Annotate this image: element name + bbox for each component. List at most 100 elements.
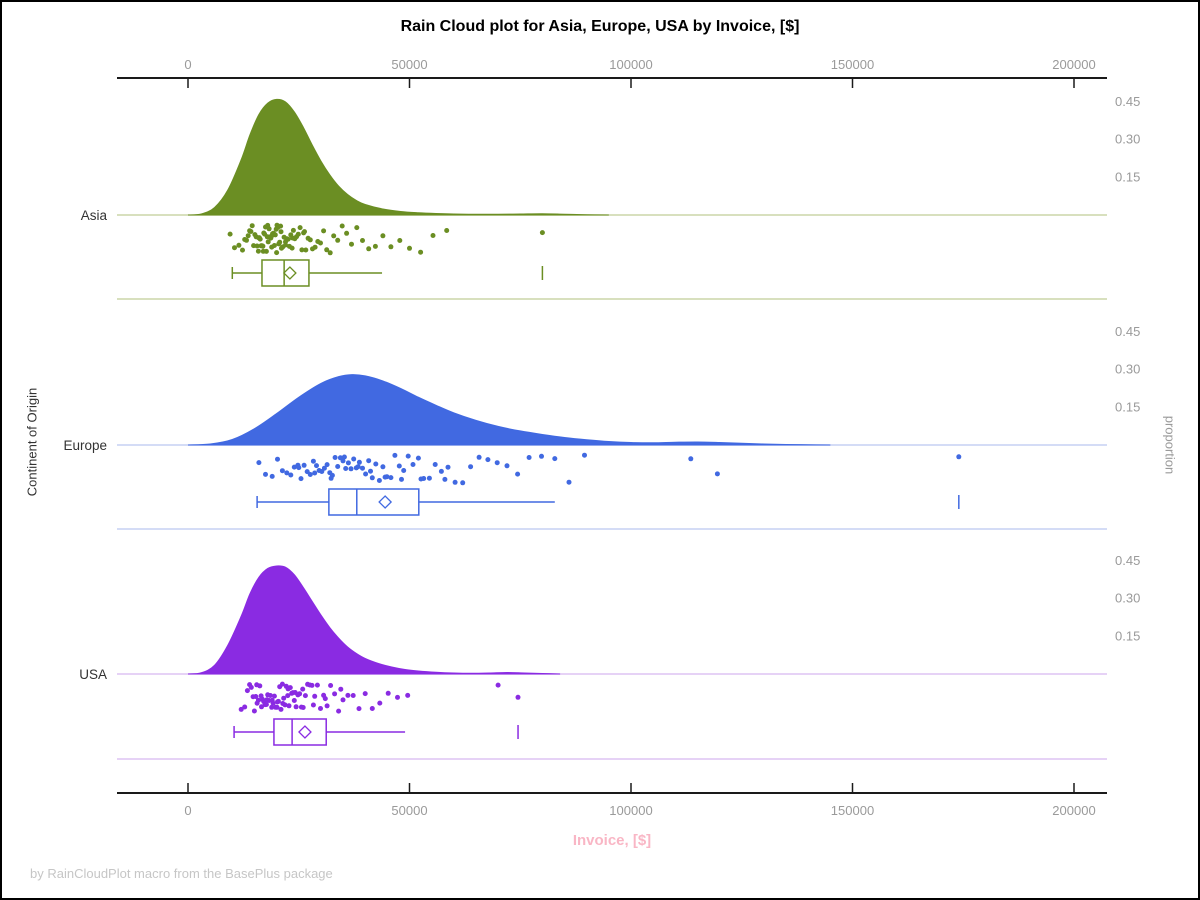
rain-point-usa: [395, 694, 400, 700]
rain-point-europe: [504, 463, 510, 469]
rain-point-europe: [468, 464, 474, 470]
rain-point-usa: [356, 706, 362, 712]
rain-point-europe: [445, 464, 451, 470]
rain-point-asia: [290, 227, 296, 233]
rain-point-europe: [298, 476, 304, 482]
rain-point-europe: [343, 466, 349, 471]
rain-point-asia: [360, 238, 365, 243]
rain-point-europe: [269, 473, 275, 479]
rain-point-usa: [278, 706, 284, 712]
rain-point-asia: [307, 237, 313, 243]
rain-point-usa: [324, 703, 330, 709]
rain-point-europe: [426, 475, 432, 481]
rain-point-asia: [312, 244, 318, 250]
proportion-tick-label: 0.30: [1115, 362, 1140, 377]
rain-point-usa: [279, 681, 285, 687]
rain-point-usa: [350, 693, 356, 698]
x-tick-label-bottom: 100000: [609, 803, 652, 818]
rain-point-europe: [494, 460, 500, 466]
rain-point-asia: [236, 242, 242, 248]
rain-point-usa: [238, 706, 244, 712]
rain-point-europe: [418, 476, 424, 482]
x-tick-label-top: 200000: [1052, 57, 1095, 72]
rain-point-europe: [355, 464, 361, 470]
rain-point-asia: [256, 235, 262, 241]
density-cloud-asia: [187, 98, 609, 216]
rain-point-europe: [279, 468, 285, 474]
rain-point-usa: [345, 692, 351, 698]
rain-point-asia: [339, 223, 345, 229]
rain-point-europe: [301, 462, 307, 468]
rain-point-europe: [485, 457, 491, 463]
rain-point-asia: [254, 243, 260, 249]
rain-point-asia: [321, 228, 327, 234]
rain-point-usa: [254, 682, 260, 688]
rain-point-europe: [356, 459, 362, 465]
rain-point-europe: [369, 475, 375, 481]
rain-point-usa: [405, 692, 411, 698]
rain-point-asia: [335, 237, 341, 243]
rain-point-europe: [324, 462, 330, 468]
rain-point-usa: [251, 708, 257, 714]
rain-point-europe: [368, 468, 373, 474]
rain-point-asia: [260, 243, 266, 249]
x-tick-label-top: 100000: [609, 57, 652, 72]
rain-point-usa: [309, 682, 315, 688]
rain-point-usa: [300, 686, 306, 692]
rain-point-usa: [248, 684, 254, 690]
rain-point-europe: [539, 453, 544, 459]
rain-point-europe: [460, 480, 466, 486]
x-tick-label-bottom: 50000: [391, 803, 427, 818]
mean-diamond-usa: [298, 725, 312, 739]
x-tick-label-top: 150000: [831, 57, 874, 72]
rain-point-asia: [278, 223, 284, 229]
rain-point-usa: [292, 690, 298, 695]
rain-point-asia: [277, 239, 283, 245]
density-cloud-europe: [187, 374, 831, 446]
rain-point-usa: [274, 704, 280, 710]
rain-point-europe: [288, 472, 294, 478]
rain-point-usa: [271, 693, 277, 699]
rain-point-usa: [286, 703, 292, 709]
rain-point-asia: [232, 245, 237, 251]
box-asia: [261, 259, 310, 287]
rain-point-usa: [267, 693, 273, 698]
rain-point-europe: [263, 471, 268, 477]
rain-point-asia: [283, 239, 288, 245]
rain-point-europe: [341, 454, 347, 460]
rain-point-europe: [438, 468, 444, 474]
rain-point-europe: [312, 470, 318, 476]
rain-point-europe: [392, 452, 398, 458]
rain-point-asia: [255, 248, 261, 254]
category-label-usa: USA: [79, 667, 107, 682]
rain-point-europe: [321, 465, 327, 471]
rain-point-europe: [335, 464, 341, 469]
x-tick-label-top: 50000: [391, 57, 427, 72]
proportion-tick-label: 0.30: [1115, 132, 1140, 147]
rain-point-asia: [397, 238, 403, 243]
rain-point-usa: [255, 697, 261, 703]
rain-point-europe: [566, 479, 572, 485]
rain-point-europe: [332, 455, 338, 460]
rain-point-europe: [410, 462, 416, 467]
rain-point-usa: [293, 704, 299, 710]
rain-point-asia: [372, 243, 378, 249]
rain-point-usa: [336, 708, 342, 714]
rain-point-usa: [322, 696, 328, 702]
rain-point-asia: [274, 250, 280, 256]
category-label-asia: Asia: [81, 208, 108, 223]
mean-diamond-asia: [282, 266, 297, 280]
rain-point-usa: [340, 697, 346, 703]
rain-point-asia: [249, 223, 255, 229]
rain-point-europe: [348, 466, 354, 472]
rain-point-asia: [278, 229, 284, 235]
x-tick-label-top: 0: [184, 57, 191, 72]
rain-point-asia: [354, 225, 360, 231]
rain-point-usa: [269, 704, 275, 710]
rain-point-europe: [345, 460, 351, 466]
x-tick-label-bottom: 0: [184, 803, 191, 818]
rain-point-asia: [265, 222, 271, 228]
rain-point-asia: [295, 231, 301, 237]
rain-point-europe: [284, 470, 290, 476]
rain-point-asia: [318, 240, 323, 246]
